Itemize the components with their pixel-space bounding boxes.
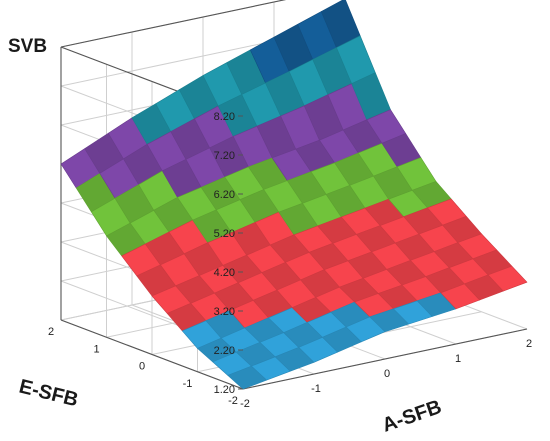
z-tick-label: 7.20 xyxy=(214,150,235,162)
frame-edge xyxy=(60,319,244,390)
z-axis-title: SVB xyxy=(8,36,47,57)
surface-cell xyxy=(487,265,528,292)
z-tick-label: 2.20 xyxy=(214,345,235,357)
y-tick-label: 1 xyxy=(93,343,99,355)
z-tick-label: 4.20 xyxy=(214,267,235,279)
y-tick-label: 2 xyxy=(48,326,54,338)
z-tick-label: 5.20 xyxy=(214,228,235,240)
x-tick-label: 2 xyxy=(526,338,532,350)
y-tick-label: 0 xyxy=(139,361,145,373)
x-tick-label: 1 xyxy=(455,353,461,365)
tick-layer: 1.20 2.20 3.20 4.20 5.20 6.20 7.20 8.20 -2 -1 0 1 2 -… xyxy=(48,111,532,410)
z-tick-label: 8.20 xyxy=(214,111,235,123)
surface-layer xyxy=(60,0,528,390)
y-tick-label: -1 xyxy=(183,378,193,390)
x-tick-label: 0 xyxy=(384,368,390,380)
z-tick-label: 3.20 xyxy=(214,306,235,318)
x-tick-label: -2 xyxy=(240,398,250,410)
frame-edge xyxy=(60,0,287,48)
z-tick-label: 6.20 xyxy=(214,189,235,201)
x-tick-label: -1 xyxy=(311,383,321,395)
frame-edge xyxy=(242,328,528,390)
y-tick-label: -2 xyxy=(228,395,238,407)
z-tick-label: 1.20 xyxy=(214,384,235,396)
y-axis-title: E-SFB xyxy=(17,376,81,412)
x-axis-title: A-SFB xyxy=(379,396,444,437)
